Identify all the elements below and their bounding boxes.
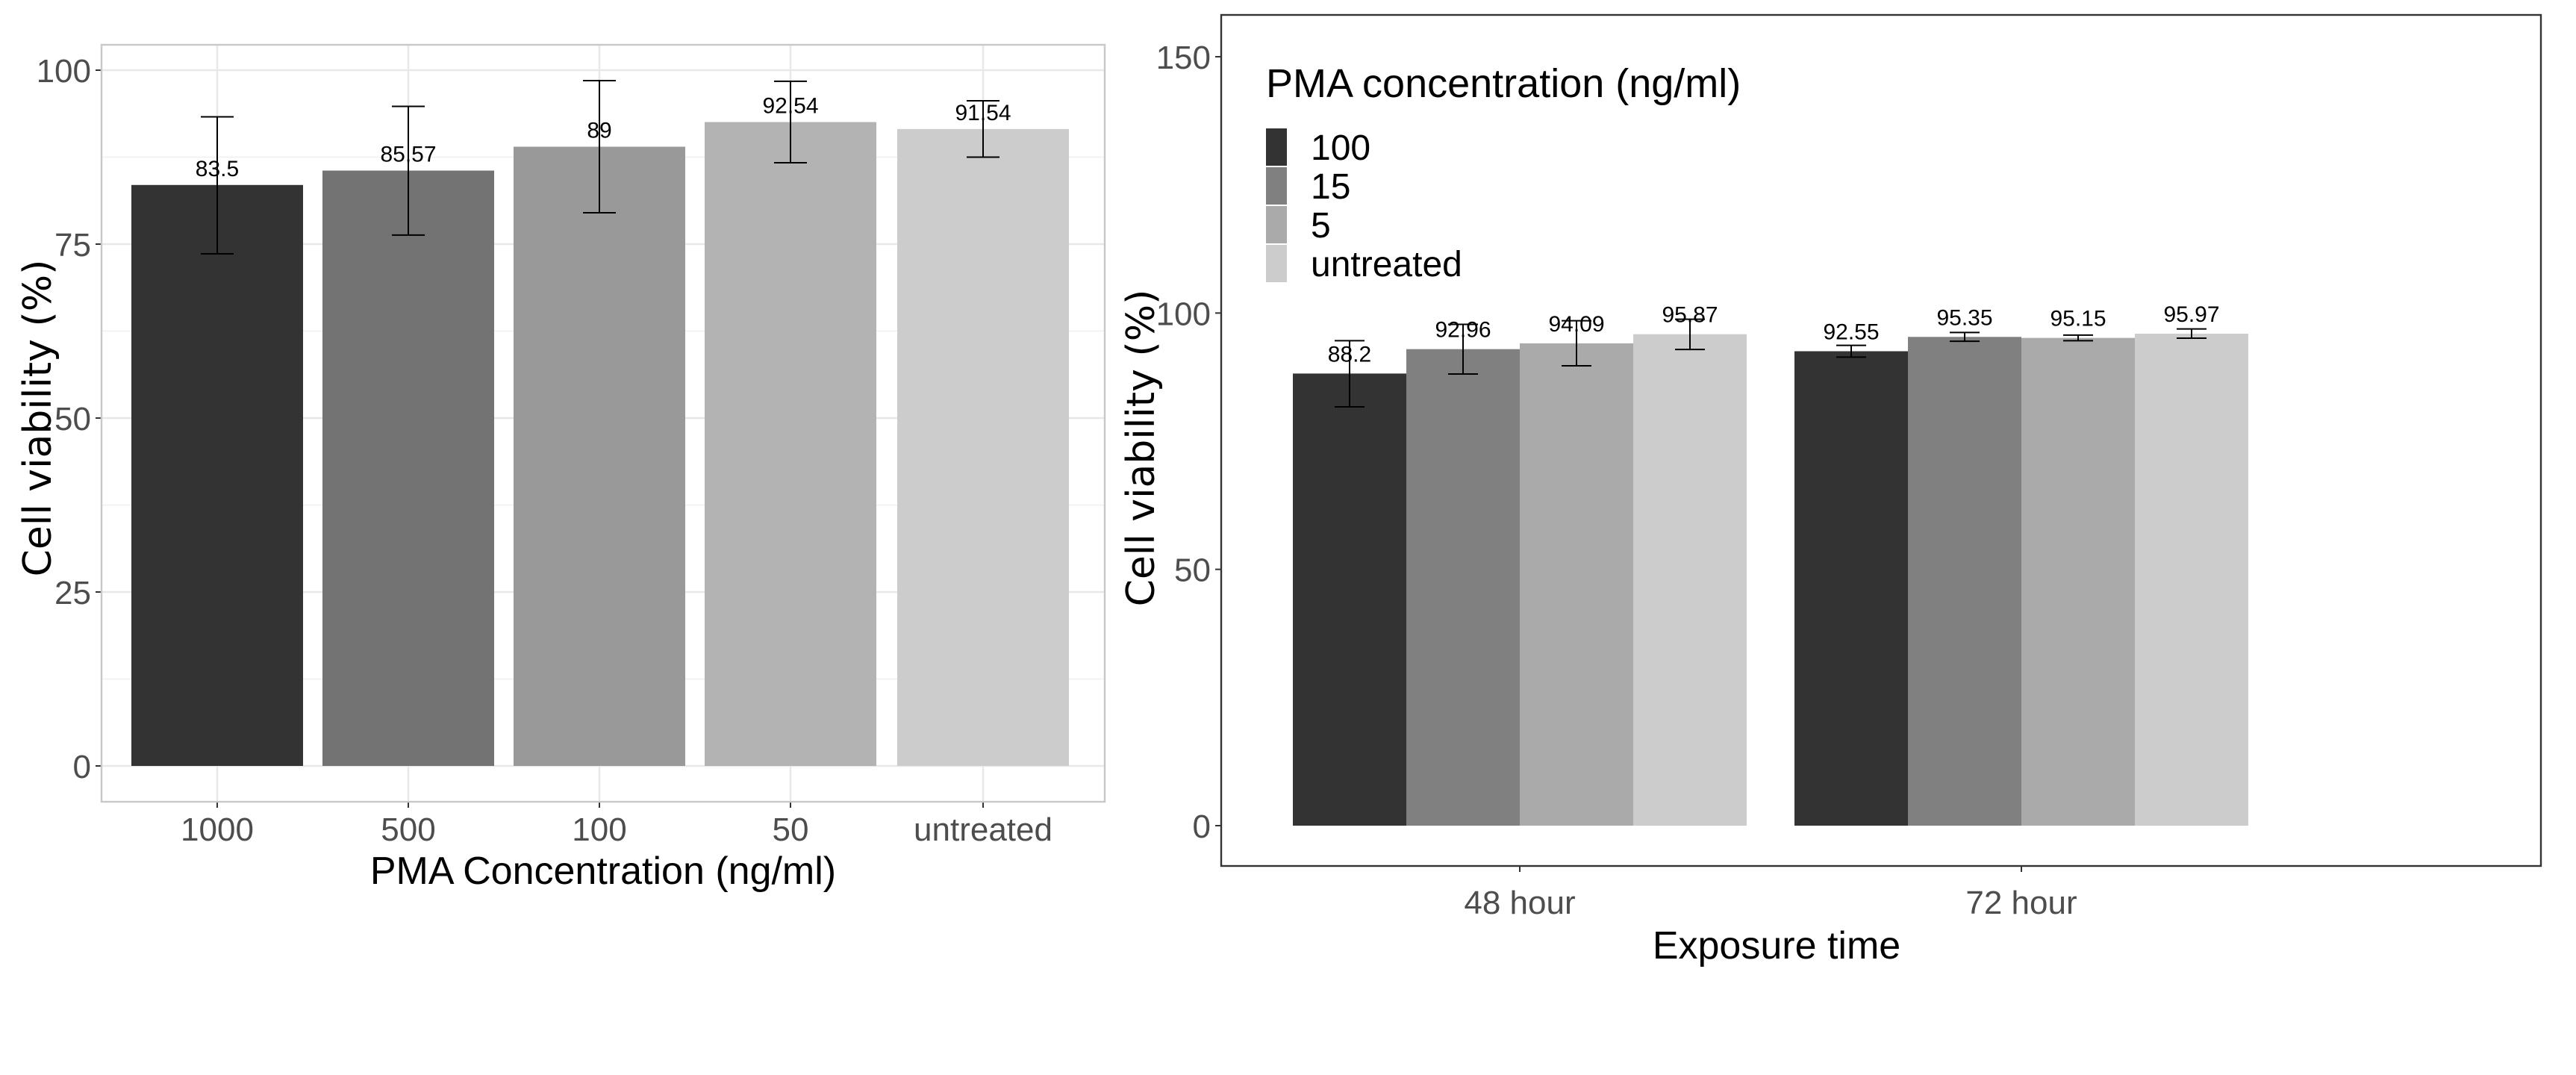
bar-48-hour-15 (1406, 349, 1520, 826)
x-tick-label: untreated (914, 811, 1052, 848)
y-tick-label: 0 (1193, 808, 1211, 845)
bar-48-hour-5 (1520, 343, 1633, 826)
data-label: 95.87 (1662, 303, 1718, 328)
data-label: 92.55 (1823, 320, 1879, 344)
y-tick-label: 100 (1156, 296, 1211, 332)
x-tick-label: 48 hour (1464, 885, 1575, 921)
y-tick-label: 100 (37, 53, 91, 90)
bar-72-hour-5 (2021, 337, 2135, 826)
legend-key-untreated (1266, 245, 1287, 282)
chart-right: 0 50 100 150 48 hour 88.2 92.96 94.09 95.87 72 ho… (1119, 13, 2542, 968)
x-tick-label: 1000 (181, 811, 254, 848)
x-tick-label: 50 (773, 811, 809, 848)
y-tick-label: 150 (1156, 40, 1211, 76)
plot-border (1220, 13, 2542, 867)
data-label: 85.57 (380, 142, 436, 166)
y-axis-title: Cell viability (%) (1119, 290, 1164, 607)
y-axis-title: Cell viability (%) (16, 260, 60, 577)
data-label: 95.35 (1936, 305, 1992, 330)
data-label: 89 (587, 119, 611, 143)
y-tick-label: 25 (54, 575, 91, 611)
data-label: 88.2 (1328, 342, 1371, 367)
data-label: 92.54 (762, 94, 818, 119)
data-label: 95.15 (2050, 307, 2106, 331)
bar-72-hour-untreated (2135, 334, 2248, 826)
bar-48-hour-100 (1293, 373, 1406, 826)
bar-72-hour-100 (1794, 351, 1908, 826)
legend-label: 100 (1311, 128, 1370, 168)
legend-label: untreated (1311, 245, 1462, 284)
legend-key-5 (1266, 206, 1287, 243)
y-tick-label: 0 (73, 749, 91, 785)
legend-title: PMA concentration (ng/ml) (1266, 61, 1741, 106)
bar-100 (514, 146, 685, 766)
bar-untreated (897, 128, 1069, 767)
y-tick-label: 75 (54, 227, 91, 264)
x-tick-label: 500 (381, 811, 435, 848)
x-tick-label: 72 hour (1965, 885, 2077, 921)
bar-1000 (131, 184, 303, 766)
legend-label: 5 (1311, 206, 1331, 246)
y-tick-label: 50 (54, 401, 91, 437)
x-axis-title: Exposure time (1653, 924, 1900, 968)
plot-border (100, 43, 1106, 803)
bar-500 (322, 170, 494, 766)
chart-left: 0 25 50 75 100 83.5 1000 85.57 500 89 100 92.54 50 91… (16, 43, 1106, 893)
data-label: 95.97 (2163, 302, 2219, 327)
legend-key-15 (1266, 167, 1287, 205)
data-label: 83.5 (196, 157, 239, 181)
bar-72-hour-15 (1908, 337, 2021, 826)
bar-48-hour-untreated (1633, 334, 1747, 826)
data-label: 91.54 (955, 101, 1011, 125)
x-axis-title: PMA Concentration (ng/ml) (370, 850, 836, 893)
data-label: 94.09 (1548, 312, 1604, 337)
data-label: 92.96 (1435, 318, 1491, 343)
legend-key-100 (1266, 128, 1287, 166)
y-tick-label: 50 (1174, 552, 1211, 589)
legend-label: 15 (1311, 167, 1350, 207)
x-tick-label: 100 (572, 811, 626, 848)
bar-50 (705, 122, 876, 766)
